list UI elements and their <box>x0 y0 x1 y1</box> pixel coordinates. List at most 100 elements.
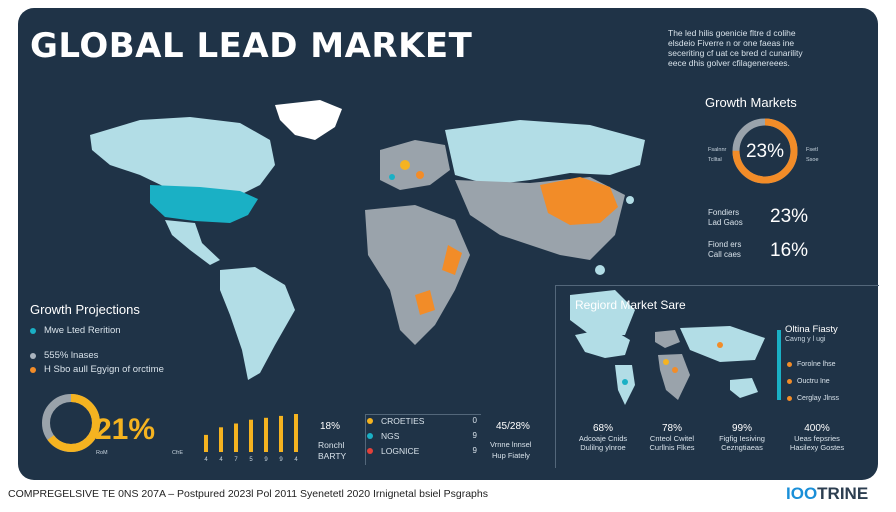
regional-stat-value: 99% <box>731 423 752 434</box>
regional-stat-label: Hasilexy Gostes <box>789 443 845 452</box>
gm-stat-value: 23% <box>770 206 809 227</box>
regional-stat: 400% Ueas fepsries Hasilexy Gostes <box>782 423 852 452</box>
gm-stat-label-line: Fiond ers <box>708 240 742 249</box>
bar-axis-label: 9 <box>264 457 268 462</box>
bottom-stat-value: 18% <box>320 421 341 432</box>
legend-value: 9 <box>472 446 477 455</box>
regional-right-title: Oltina Fiasty <box>785 324 838 335</box>
regional-stat-label: Ueas fepsries <box>794 434 840 443</box>
gm-right-label: Ssoe <box>806 157 819 163</box>
regional-stat-label: Adcoaje Cnids <box>578 434 628 443</box>
footer-text: COMPREGELSIVE TE 0NS 207A – Postpured 20… <box>8 488 488 500</box>
bar-axis-label: 7 <box>234 457 238 462</box>
grey-dot-icon <box>30 352 36 359</box>
china-shape <box>540 177 618 225</box>
regional-right-sub: Cavng y l ugi <box>785 336 826 343</box>
regional-title: Regiord Market Sare <box>575 298 686 312</box>
bar <box>249 419 253 452</box>
legend-label: CROETIES <box>381 415 425 426</box>
bar <box>279 415 283 452</box>
gp-row: H Sbo aull Egyign of orctime <box>30 364 164 375</box>
regional-stat-label: Curllnis Flkes <box>649 443 695 452</box>
regional-stat-value: 78% <box>661 423 682 434</box>
rm-australia <box>730 378 758 398</box>
regional-legend-label: Forolne lhse <box>797 361 836 368</box>
orange-dot-icon <box>787 379 792 384</box>
regional-panel <box>555 285 879 468</box>
north-america-shape <box>90 117 275 195</box>
bottom-donut-arc <box>42 394 100 452</box>
europe-highlight <box>389 174 395 180</box>
growth-markets-donut-pct: 23% <box>745 141 785 162</box>
growth-markets-title: Growth Markets <box>705 95 797 110</box>
europe-highlight <box>416 171 424 179</box>
bottom-stat-label: BARTY <box>318 451 347 461</box>
asia-shape <box>445 120 645 185</box>
bar-axis-label: 9 <box>279 457 283 462</box>
bar <box>204 434 208 452</box>
gp-row: 555% lnases <box>30 350 98 361</box>
page-title: GLOBAL LEAD MARKET <box>30 26 473 66</box>
rm-highlight <box>672 367 678 373</box>
world-map <box>90 100 645 380</box>
legend-label: LOGNICE <box>381 445 420 456</box>
regional-accent-bar <box>777 330 781 400</box>
mid-legend: CROETIES 0 NGS 9 LOGNICE 9 <box>367 413 477 463</box>
greenland-shape <box>275 100 342 140</box>
gm-left-label: Tclltal <box>708 157 722 163</box>
rm-highlight <box>622 379 628 385</box>
gp-row-text: 555% lnases <box>44 350 99 361</box>
island-shape <box>595 265 605 275</box>
legend-row: NGS 9 <box>367 428 477 443</box>
gm-stat-label: Fiond ers Call caes <box>708 240 741 260</box>
australia-shape <box>570 290 635 335</box>
intro-line: seceriting cf uat ce bred cl cunarility <box>668 48 803 58</box>
bottom-donut <box>42 394 100 452</box>
teal-dot-icon <box>30 327 36 334</box>
bar-axis-label: 4 <box>204 457 208 462</box>
regional-stat-label: Cnteol Cwitel <box>649 434 695 443</box>
regional-stat: 68% Adcoaje Cnids Dulilng ylnroe <box>568 423 638 452</box>
gm-stat-label-line: Call caes <box>708 250 741 259</box>
brand-logo-part: TRINE <box>817 484 869 503</box>
growth-markets-donut-arc <box>732 118 798 184</box>
bottom-small-label: CfrE <box>172 450 183 456</box>
regional-legend-label: Cerglay Jlnss <box>797 395 840 402</box>
regional-stat-label: Figfig Iesiving <box>719 434 765 443</box>
bottom-bar-chart: 4 4 7 5 9 9 4 <box>204 414 298 462</box>
teal-dot-icon <box>367 432 373 439</box>
gm-stat-label: Fondiers Lad Gaos <box>708 208 743 228</box>
gm-stat-value: 16% <box>770 240 809 261</box>
regional-stat: 99% Figfig Iesiving Cezngtiaeas <box>707 423 777 452</box>
regional-legend-item: Ouctru Ine <box>787 378 830 385</box>
bottom-small-label: RoM <box>96 450 108 456</box>
red-dot-icon <box>367 447 373 454</box>
regional-legend-label: Ouctru Ine <box>797 378 830 385</box>
usa-shape <box>150 185 258 223</box>
growth-projections-title: Growth Projections <box>30 302 140 317</box>
regional-stat-value: 68% <box>592 423 613 434</box>
bottom-stat-label: Ronchl <box>318 440 345 450</box>
growth-markets-donut <box>732 118 798 184</box>
africa-highlight <box>442 245 462 275</box>
bar <box>219 427 223 452</box>
gm-stat-label-line: Lad Gaos <box>708 218 743 227</box>
mid-legend-frame <box>365 414 481 465</box>
regional-stat: 78% Cnteol Cwitel Curllnis Flkes <box>637 423 707 452</box>
mexico-shape <box>165 220 220 265</box>
legend-value: 0 <box>472 416 477 425</box>
bar <box>264 417 268 452</box>
europe-highlight <box>400 160 410 170</box>
regional-stat-label: Cezngtiaeas <box>721 443 763 452</box>
rm-highlight <box>663 359 669 365</box>
orange-dot-icon <box>30 366 36 373</box>
intro-text: The led hilis goenicie fltre d colihe el… <box>668 28 848 68</box>
bar <box>234 423 238 452</box>
europe-shape <box>380 140 450 190</box>
intro-line: The led hilis goenicie fltre d colihe <box>668 28 796 38</box>
legend-row: LOGNICE 9 <box>367 443 477 458</box>
intro-line: elsdeio Fiverre n or one faeas ine <box>668 38 795 48</box>
gp-row-text: Mwe Lted Rerition <box>44 325 121 336</box>
regional-legend-item: Forolne lhse <box>787 361 836 368</box>
brand-logo-part: IOO <box>786 484 818 503</box>
